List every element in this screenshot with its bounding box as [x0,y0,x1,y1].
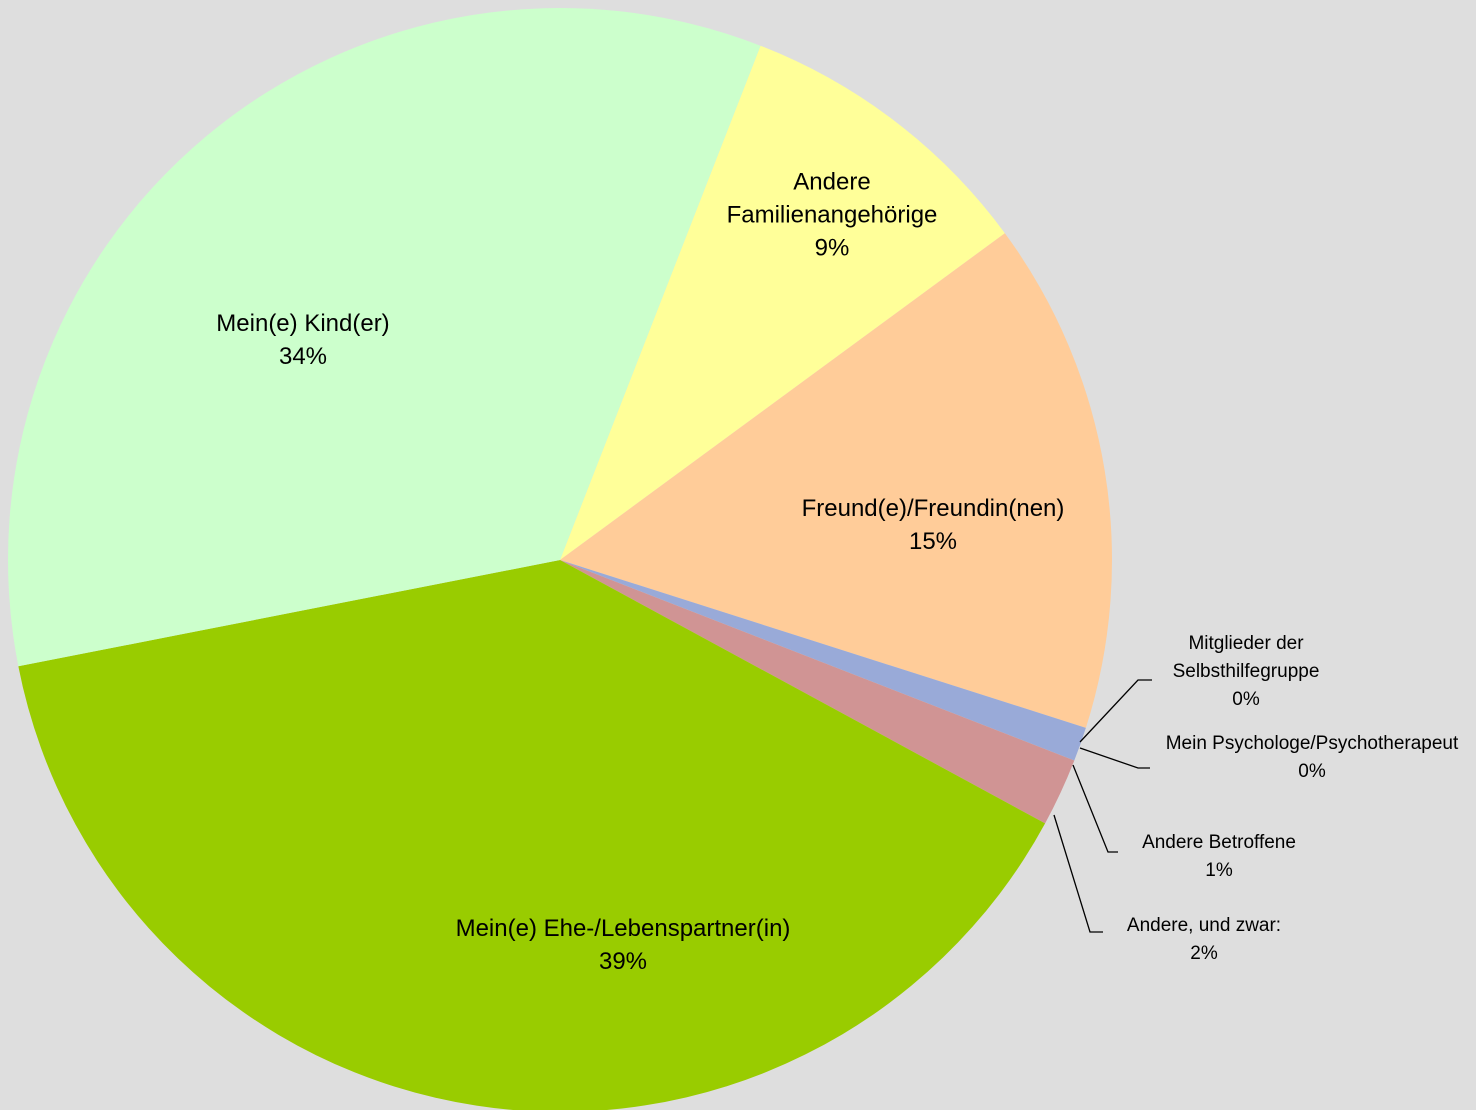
slice-name: Mein(e) Kind(er) [216,310,390,337]
slice-name: Andere Betroffene [1142,832,1296,853]
slice-name: Andere Familienangehörige [726,168,938,229]
leader-line [1053,814,1103,933]
pie-slice [560,560,1075,824]
leader-line [1072,764,1118,853]
slice-label: Mein(e) Ehe-/Lebenspartner(in) 39% [393,912,853,978]
slice-name: Andere, und zwar: [1126,915,1282,936]
slice-label: Mein Psychologe/Psychotherapeut 0% [1152,730,1472,786]
slice-name: Mein(e) Ehe-/Lebenspartner(in) [455,915,791,942]
slice-label: Mein(e) Kind(er) 34% [153,307,453,373]
slice-name: Mitglieder der Selbsthilfegruppe [1172,633,1320,682]
slice-name: Freund(e)/Freundin(nen) [801,495,1065,522]
slice-value: 0% [1232,689,1260,710]
slice-name: Mein Psychologe/Psychotherapeut [1165,733,1459,754]
slice-value: 9% [814,234,850,262]
slice-label: Mitglieder der Selbsthilfegruppe 0% [1146,630,1346,714]
slice-value: 1% [1205,860,1233,881]
slice-label: Andere Familienangehörige 9% [697,166,967,265]
pie-slice [560,45,1005,561]
slice-value: 39% [598,948,648,975]
pie-slice [18,560,1046,1110]
slice-value: 0% [1298,761,1326,782]
slice-value: 34% [278,343,328,370]
slice-value: 2% [1190,943,1218,964]
pie-slice [560,233,1112,728]
slice-label: Andere, und zwar: 2% [1094,912,1314,968]
pie-slice [560,560,1086,761]
slice-value: 15% [908,528,958,555]
slice-label: Freund(e)/Freundin(nen) 15% [753,492,1113,558]
pie-slice [7,7,761,667]
leader-line [1079,679,1152,743]
slice-label: Andere Betroffene 1% [1109,829,1329,885]
leader-line [1079,747,1150,769]
